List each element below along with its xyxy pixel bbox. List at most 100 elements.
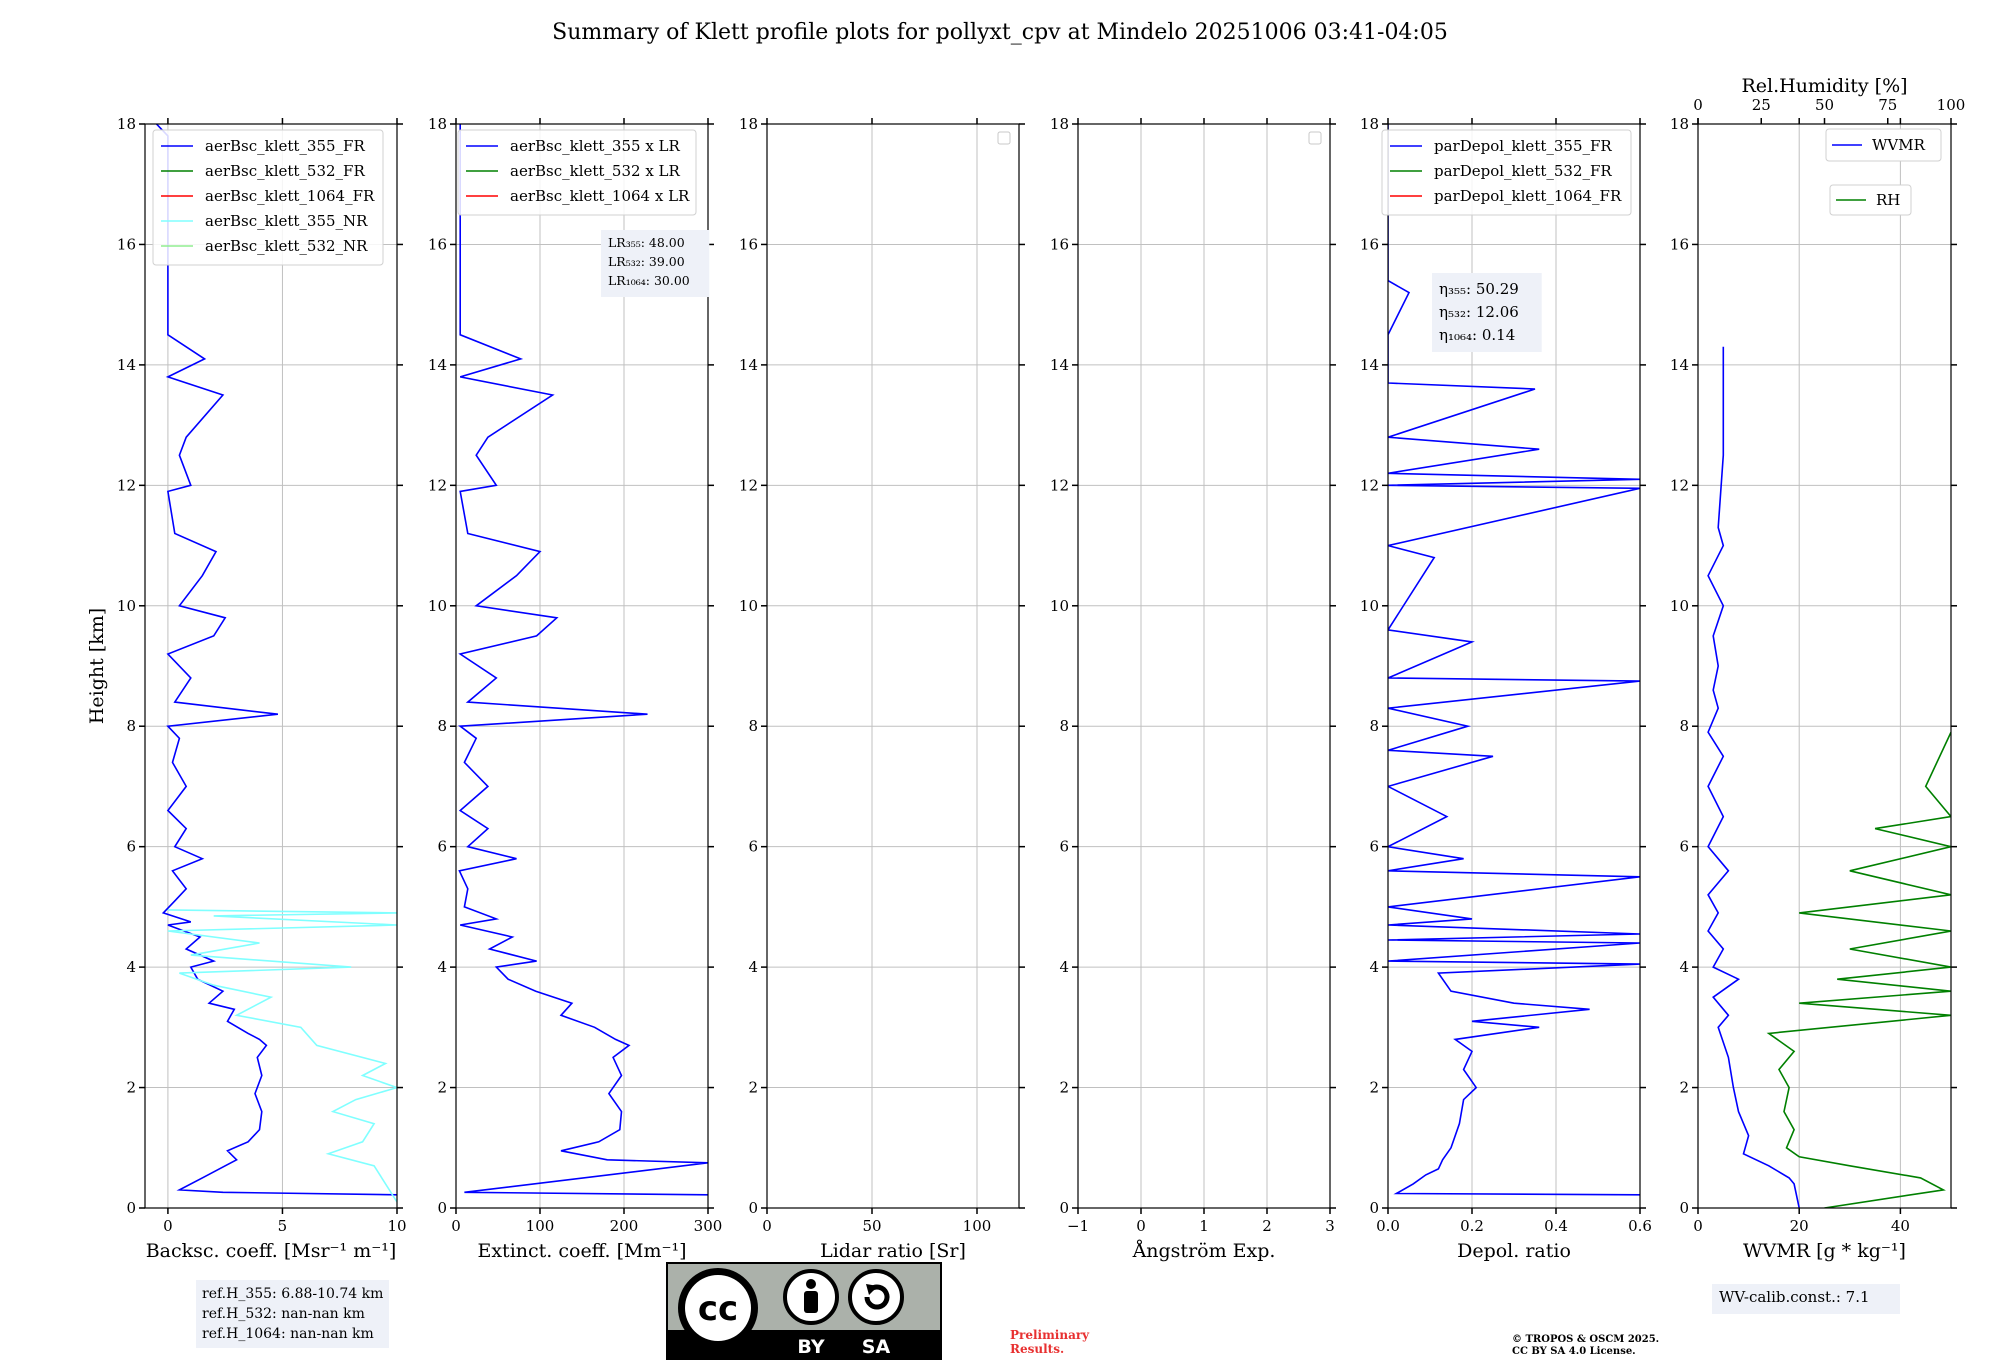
- legend-entry: WVMR: [1872, 136, 1926, 154]
- ref-532: ref.H_532: nan-nan km: [202, 1306, 365, 1322]
- info-line: LR₅₃₂: 39.00: [608, 254, 685, 269]
- series-aerBsc_klett_355 x LR: [458, 124, 708, 1196]
- ytick-label: 0: [748, 1199, 758, 1217]
- legend-entry: parDepol_klett_532_FR: [1434, 162, 1612, 180]
- xtick-label: 20: [1790, 1217, 1809, 1235]
- series-WVMR: [1707, 346, 1800, 1208]
- ytick-label: 14: [428, 356, 447, 374]
- ytick-label: 10: [1360, 597, 1379, 615]
- info-wvmr: WV-calib.const.: 7.1: [1712, 1284, 1900, 1314]
- ytick-label: 6: [437, 838, 447, 856]
- ytick-label: 10: [1050, 597, 1069, 615]
- xtick-label: 0: [1136, 1217, 1146, 1235]
- ytick-label: 14: [739, 356, 758, 374]
- preliminary-line-2: Results.: [1010, 1342, 1065, 1356]
- ytick-label: 16: [1050, 235, 1069, 253]
- cc-by-sa-badge: cc BY SA: [666, 1262, 942, 1360]
- cc-text: cc: [698, 1289, 738, 1329]
- ytick-label: 2: [748, 1079, 758, 1097]
- ytick-label: 6: [1059, 838, 1069, 856]
- legend-entry: RH: [1876, 191, 1900, 209]
- figure-title: Summary of Klett profile plots for polly…: [552, 20, 1448, 45]
- panel-depolarization: 0 2 4 6 8 10 12 14 16 18 0.0 0.2 0.4 0.6 Depol. ratio p…: [1360, 115, 1652, 1262]
- legend-wvmr: WVMR RH: [1825, 128, 1942, 216]
- legend-entry: aerBsc_klett_1064 x LR: [510, 187, 690, 205]
- axes-frame: [1697, 123, 1952, 1209]
- panel-extinction: 0 2 4 6 8 10 12 14 16 18 0 100 200 300 Extinct. coeff.…: [428, 115, 722, 1262]
- info-box: [1712, 1284, 1900, 1314]
- panel-lidar_ratio: 0 2 4 6 8 10 12 14 16 18 0 50 100 Lidar ratio [Sr]: [739, 115, 1025, 1262]
- x2axis-label: Rel.Humidity [%]: [1741, 75, 1907, 97]
- ytick-label: 16: [1360, 235, 1379, 253]
- ytick-label: 18: [117, 115, 136, 133]
- xtick-label: 2: [1262, 1217, 1272, 1235]
- xaxis-label: Depol. ratio: [1457, 1240, 1571, 1262]
- ytick-label: 8: [748, 717, 758, 735]
- ytick-label: 14: [1050, 356, 1069, 374]
- xaxis-label: WVMR [g * kg⁻¹]: [1743, 1240, 1906, 1262]
- xtick-label: 100: [963, 1217, 992, 1235]
- ytick-label: 4: [748, 958, 758, 976]
- axes-frame: [766, 123, 1020, 1209]
- by-label: BY: [797, 1336, 824, 1358]
- xtick-label: 0: [451, 1217, 461, 1235]
- sa-share-icon: [848, 1269, 904, 1325]
- ytick-label: 0: [1059, 1199, 1069, 1217]
- legend-entry: parDepol_klett_1064_FR: [1434, 187, 1622, 205]
- preliminary-line-1: Preliminary: [1010, 1328, 1090, 1342]
- ytick-label: 2: [1059, 1079, 1069, 1097]
- legend-entry: aerBsc_klett_355_NR: [205, 212, 368, 230]
- info-line: WV-calib.const.: 7.1: [1719, 1288, 1870, 1306]
- ref-1064: ref.H_1064: nan-nan km: [202, 1326, 374, 1342]
- series-aerBsc_klett_355_NR: [167, 909, 397, 1203]
- legend-entry: aerBsc_klett_532 x LR: [510, 162, 681, 180]
- series-RH: [1766, 731, 1951, 1208]
- empty-legend-box: [1308, 131, 1322, 145]
- info-line: LR₁₀₆₄: 30.00: [608, 273, 690, 288]
- ytick-label: 10: [428, 597, 447, 615]
- xtick-label: 10: [387, 1217, 406, 1235]
- x2tick-label: 100: [1937, 96, 1966, 114]
- ytick-label: 6: [1679, 838, 1689, 856]
- xtick-label: 0.0: [1376, 1217, 1400, 1235]
- ytick-label: 4: [1369, 958, 1379, 976]
- info-extinction: LR₃₅₅: 48.00 LR₅₃₂: 39.00 LR₁₀₆₄: 30.00: [601, 230, 710, 297]
- ytick-label: 0: [437, 1199, 447, 1217]
- legend-box: [152, 129, 384, 266]
- axes-frame: [455, 123, 709, 1209]
- xtick-label: 0.2: [1460, 1217, 1484, 1235]
- x2tick-label: 0: [1693, 96, 1703, 114]
- xtick-label: 200: [610, 1217, 639, 1235]
- preliminary-note: Preliminary Results.: [1010, 1328, 1089, 1356]
- x2tick-label: 25: [1752, 96, 1771, 114]
- cc-circle-inner: [685, 1275, 751, 1341]
- axes-frame: [144, 123, 398, 1209]
- ytick-label: 18: [1050, 115, 1069, 133]
- xaxis-label: Backsc. coeff. [Msr⁻¹ m⁻¹]: [146, 1240, 397, 1262]
- ytick-label: 12: [428, 476, 447, 494]
- legend-box: [457, 129, 697, 216]
- ytick-label: 0: [1679, 1199, 1689, 1217]
- panel-backscatter: 0 2 4 6 8 10 12 14 16 18 0 5 10 Backsc. coeff. [Msr⁻¹…: [117, 115, 407, 1262]
- ytick-label: 18: [1360, 115, 1379, 133]
- by-person-body: [804, 1291, 818, 1313]
- info-line: η₃₅₅: 50.29: [1439, 280, 1519, 298]
- copyright-line-1: © TROPOS & OSCM 2025.: [1512, 1334, 1660, 1345]
- ytick-label: 12: [117, 476, 136, 494]
- xtick-label: 3: [1325, 1217, 1335, 1235]
- xtick-label: 0.6: [1628, 1217, 1652, 1235]
- ytick-label: 0: [1369, 1199, 1379, 1217]
- ytick-label: 4: [126, 958, 136, 976]
- legend-entry: parDepol_klett_355_FR: [1434, 137, 1612, 155]
- yaxis-label: Height [km]: [86, 608, 108, 724]
- x2tick-label: 75: [1878, 96, 1897, 114]
- ytick-label: 6: [126, 838, 136, 856]
- xaxis-label: Lidar ratio [Sr]: [820, 1240, 966, 1262]
- empty-legend-box: [997, 131, 1011, 145]
- series-aerBsc_klett_355_FR: [155, 124, 397, 1196]
- legend-entry: aerBsc_klett_1064_FR: [205, 187, 375, 205]
- ytick-label: 8: [1679, 717, 1689, 735]
